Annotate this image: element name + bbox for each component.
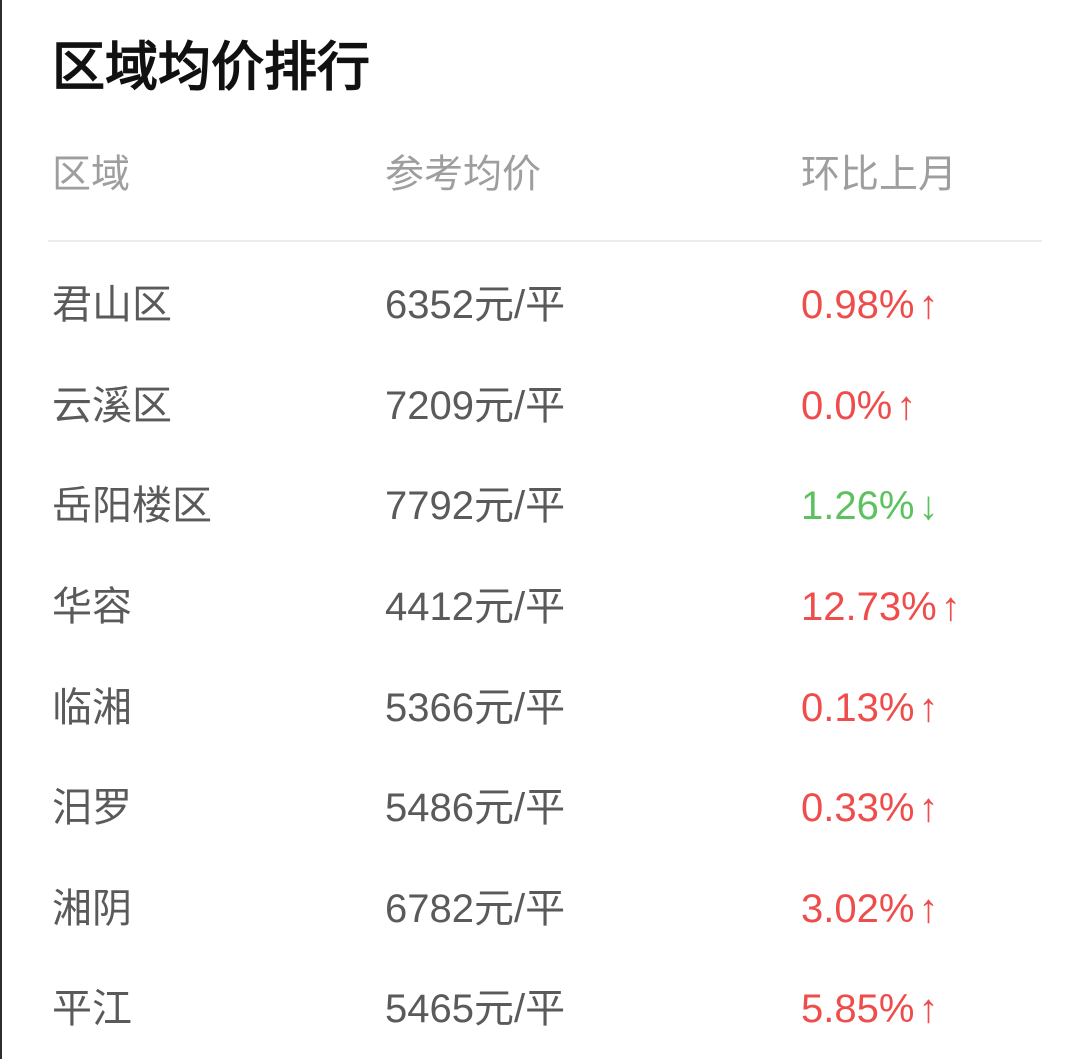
table-row[interactable]: 临湘 5366元/平 0.13% ↑ xyxy=(2,657,1080,758)
table-body: 君山区 6352元/平 0.98% ↑ 云溪区 7209元/平 0.0% ↑ 岳阳楼… xyxy=(2,255,1080,1059)
change-percent: 12.73% xyxy=(801,585,937,630)
change-percent: 5.85% xyxy=(801,987,915,1032)
table-row[interactable]: 汨罗 5486元/平 0.33% ↑ xyxy=(2,758,1080,859)
trend-arrow-icon: ↑ xyxy=(918,886,939,931)
price-value: 5465元/平 xyxy=(385,987,566,1032)
change-percent: 0.98% xyxy=(801,283,915,328)
column-header-region: 区域 xyxy=(52,153,131,196)
trend-arrow-icon: ↑ xyxy=(896,383,917,428)
price-value: 6782元/平 xyxy=(385,886,566,931)
price-value: 6352元/平 xyxy=(385,283,566,328)
change-value: 1.26% ↓ xyxy=(801,486,938,526)
trend-arrow-icon: ↑ xyxy=(918,283,939,328)
column-header-price: 参考均价 xyxy=(385,153,542,196)
trend-arrow-icon: ↑ xyxy=(918,786,939,831)
change-value: 5.85% ↑ xyxy=(801,989,938,1029)
price-value: 7792元/平 xyxy=(385,484,566,529)
price-value: 5486元/平 xyxy=(385,786,566,831)
change-percent: 1.26% xyxy=(801,484,915,529)
column-header-change: 环比上月 xyxy=(801,153,958,196)
region-name: 华容 xyxy=(52,585,132,630)
change-value: 3.02% ↑ xyxy=(801,889,938,929)
region-name: 云溪区 xyxy=(52,383,172,428)
trend-arrow-icon: ↓ xyxy=(918,484,939,529)
region-name: 岳阳楼区 xyxy=(52,484,212,529)
change-percent: 0.13% xyxy=(801,685,915,730)
trend-arrow-icon: ↑ xyxy=(918,685,939,730)
table-row[interactable]: 华容 4412元/平 12.73% ↑ xyxy=(2,557,1080,658)
table-row[interactable]: 岳阳楼区 7792元/平 1.26% ↓ xyxy=(2,456,1080,557)
change-value: 0.13% ↑ xyxy=(801,688,938,728)
change-percent: 3.02% xyxy=(801,886,915,931)
price-value: 7209元/平 xyxy=(385,383,566,428)
region-name: 湘阴 xyxy=(52,886,132,931)
page-title: 区域均价排行 xyxy=(52,38,370,97)
region-name: 临湘 xyxy=(52,685,132,730)
table-row[interactable]: 平江 5465元/平 5.85% ↑ xyxy=(2,959,1080,1059)
price-value: 5366元/平 xyxy=(385,685,566,730)
price-value: 4412元/平 xyxy=(385,585,566,630)
change-percent: 0.0% xyxy=(801,383,893,428)
region-name: 平江 xyxy=(52,987,132,1032)
table-row[interactable]: 湘阴 6782元/平 3.02% ↑ xyxy=(2,859,1080,960)
table-row[interactable]: 云溪区 7209元/平 0.0% ↑ xyxy=(2,356,1080,457)
change-value: 0.98% ↑ xyxy=(801,285,938,325)
table-row[interactable]: 君山区 6352元/平 0.98% ↑ xyxy=(2,255,1080,356)
change-percent: 0.33% xyxy=(801,786,915,831)
region-name: 汨罗 xyxy=(52,786,132,831)
change-value: 0.0% ↑ xyxy=(801,386,916,426)
trend-arrow-icon: ↑ xyxy=(918,987,939,1032)
table-header: 区域 参考均价 环比上月 xyxy=(2,155,1080,194)
region-name: 君山区 xyxy=(52,283,172,328)
change-value: 0.33% ↑ xyxy=(801,788,938,828)
change-value: 12.73% ↑ xyxy=(801,587,961,627)
trend-arrow-icon: ↑ xyxy=(940,585,961,630)
header-divider xyxy=(48,240,1042,242)
